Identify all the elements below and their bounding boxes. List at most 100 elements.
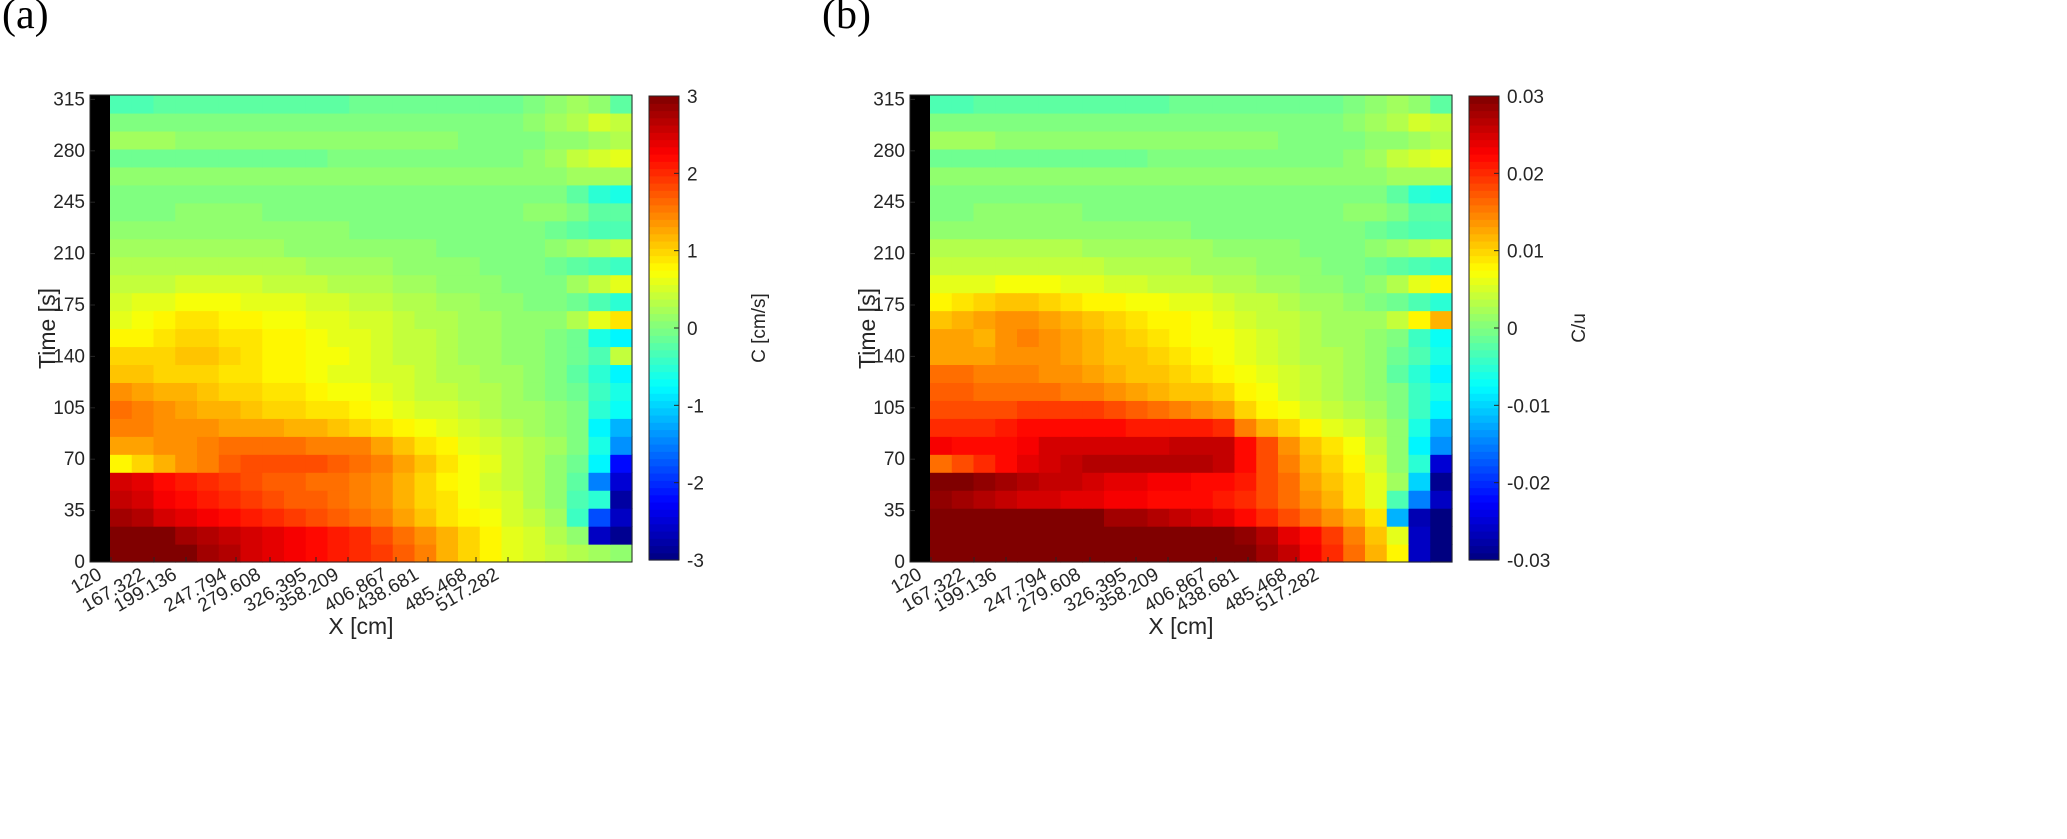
heatmap-cell <box>588 130 611 150</box>
heatmap-cell <box>1256 418 1279 437</box>
heatmap-cell <box>501 184 524 204</box>
heatmap-cell <box>566 508 590 527</box>
heatmap-cell <box>566 274 590 294</box>
heatmap-cell <box>1082 508 1105 527</box>
heatmap-cell <box>392 274 416 294</box>
heatmap-cell <box>1278 220 1301 240</box>
heatmap-cell <box>1365 472 1388 491</box>
heatmap-cell <box>610 310 633 330</box>
heatmap-cell <box>1147 454 1170 473</box>
heatmap-cell <box>973 508 996 527</box>
colorbar-segment <box>1469 407 1499 416</box>
heatmap-cell <box>1169 202 1192 222</box>
colorbar-segment <box>649 364 679 373</box>
heatmap-cell <box>1256 112 1279 132</box>
heatmap-cell <box>240 184 263 204</box>
heatmap-cell <box>951 490 975 509</box>
heatmap-cell <box>1234 490 1257 509</box>
colorbar-segment <box>649 415 679 423</box>
heatmap-cell <box>1278 202 1301 222</box>
heatmap-cell <box>523 472 546 491</box>
heatmap-cell <box>523 382 546 401</box>
heatmap-cell <box>1278 490 1301 509</box>
heatmap-cell <box>240 346 263 366</box>
heatmap-cell <box>284 418 307 437</box>
heatmap-cell <box>1386 310 1410 330</box>
heatmap-cell <box>436 310 459 330</box>
heatmap-cell <box>995 382 1018 401</box>
heatmap-cell <box>1060 526 1083 545</box>
heatmap-cell <box>1017 508 1040 527</box>
heatmap-cell <box>131 346 155 366</box>
heatmap-cell <box>218 418 242 437</box>
heatmap-cell <box>1017 202 1040 222</box>
heatmap-cell <box>1038 238 1062 258</box>
heatmap-cell <box>1321 166 1344 186</box>
heatmap-cell <box>1104 508 1127 527</box>
heatmap-cell <box>1234 328 1257 348</box>
heatmap-cell <box>523 454 546 473</box>
heatmap-cell <box>1038 346 1062 366</box>
heatmap-cell <box>523 544 546 563</box>
heatmap-cell <box>240 292 263 312</box>
heatmap-cell <box>371 95 394 114</box>
heatmap-cell <box>1038 310 1062 330</box>
colorbar-segment <box>1469 451 1499 460</box>
heatmap-cell <box>305 526 329 545</box>
heatmap-cell <box>523 346 546 366</box>
heatmap-cell <box>327 508 350 527</box>
heatmap-cell <box>1169 274 1192 294</box>
heatmap-cell <box>1125 95 1149 114</box>
heatmap-cell <box>1430 418 1453 437</box>
heatmap-cell <box>951 274 975 294</box>
heatmap-cell <box>240 166 263 186</box>
heatmap-cell <box>545 310 568 330</box>
heatmap-cell <box>414 490 437 509</box>
heatmap-cell <box>1169 526 1192 545</box>
heatmap-cell <box>1147 256 1170 276</box>
heatmap-cell <box>501 274 524 294</box>
heatmap-cell <box>610 292 633 312</box>
heatmap-cell <box>1125 400 1149 419</box>
heatmap-cell <box>327 148 350 168</box>
heatmap-cell <box>371 292 394 312</box>
heatmap-cell <box>197 328 220 348</box>
heatmap-cell <box>545 292 568 312</box>
heatmap-cell <box>610 166 633 186</box>
colorbar-segment <box>649 371 679 380</box>
heatmap-cell <box>458 130 481 150</box>
heatmap-cell <box>262 346 285 366</box>
heatmap-cell <box>371 112 394 132</box>
heatmap-cell <box>1212 148 1236 168</box>
heatmap-cell <box>545 544 568 563</box>
heatmap-cell <box>479 256 503 276</box>
heatmap-cell <box>110 274 133 294</box>
colorbar-segment <box>1469 371 1499 380</box>
heatmap-cell <box>1082 436 1105 455</box>
heatmap-cell <box>197 526 220 545</box>
colorbar-segment <box>649 516 679 525</box>
heatmap-cell <box>588 220 611 240</box>
heatmap-cell <box>175 508 198 527</box>
heatmap-cell <box>1191 292 1214 312</box>
heatmap-cell <box>1408 112 1431 132</box>
heatmap-cell <box>566 526 590 545</box>
heatmap-cell <box>458 310 481 330</box>
heatmap-cell <box>262 364 285 383</box>
heatmap-cell <box>349 130 372 150</box>
heatmap-cell <box>392 130 416 150</box>
heatmap-cell <box>284 364 307 383</box>
y-tick-label: 210 <box>53 244 85 265</box>
heatmap-cell <box>501 346 524 366</box>
heatmap-cell <box>1408 184 1431 204</box>
heatmap-cell <box>262 382 285 401</box>
heatmap-cell <box>305 310 329 330</box>
colorbar-segment <box>1469 509 1499 518</box>
heatmap-cell <box>1386 436 1410 455</box>
heatmap-cell <box>1169 472 1192 491</box>
heatmap-cell <box>545 490 568 509</box>
heatmap-cell <box>1212 436 1236 455</box>
heatmap-cell <box>1038 274 1062 294</box>
heatmap-cell <box>501 202 524 222</box>
heatmap-cell <box>305 508 329 527</box>
